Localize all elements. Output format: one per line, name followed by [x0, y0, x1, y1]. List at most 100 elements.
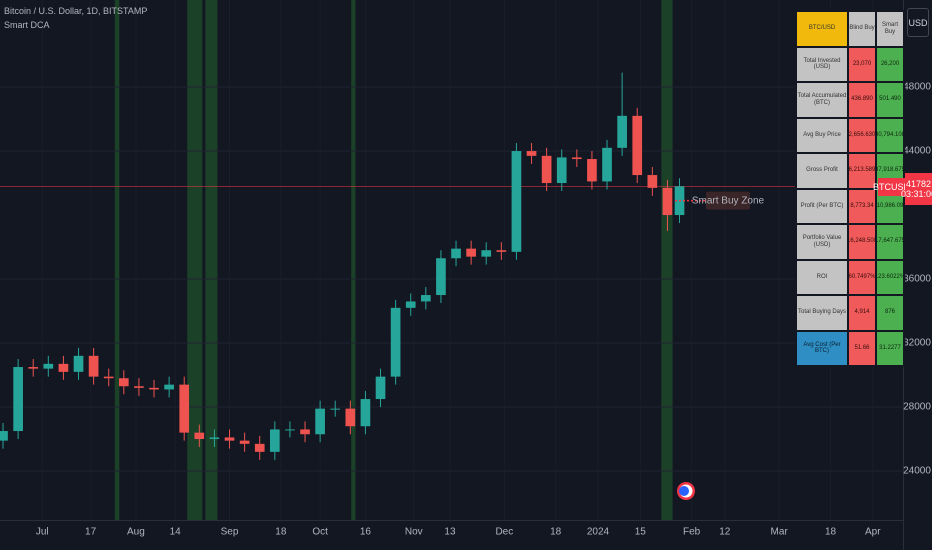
- x-tick-label: Mar: [771, 527, 789, 538]
- price-tag-countdown: 03:31:06: [900, 188, 932, 199]
- table-cell: 436.890: [848, 82, 876, 118]
- candle-body: [285, 429, 295, 431]
- candle-body: [58, 363, 69, 372]
- symbol-title: Bitcoin / U.S. Dollar, 1D, BITSTAMP: [4, 6, 148, 16]
- candle-body: [496, 250, 507, 252]
- buy-zone: [661, 0, 673, 520]
- row-label: Avg Cost (Per BTC): [796, 330, 848, 366]
- candle-body: [224, 437, 235, 441]
- x-tick-label: 18: [550, 527, 562, 538]
- currency-button[interactable]: USD: [907, 8, 929, 37]
- x-tick-label: 17: [85, 527, 97, 538]
- smart-buy-label: Smart Buy Zone: [692, 195, 765, 206]
- row-label: Total Buying Days: [796, 295, 848, 331]
- x-tick-label: Aug: [127, 527, 145, 538]
- table-cell: 501.490: [876, 82, 904, 118]
- candle-body: [330, 408, 341, 410]
- table-cell: 60.7497%: [848, 259, 876, 295]
- x-tick-label: Jul: [36, 527, 49, 538]
- y-tick-label: 44000: [903, 146, 931, 157]
- candle-body: [149, 387, 159, 390]
- candle-body: [103, 376, 114, 379]
- row-label: Avg Buy Price: [796, 117, 848, 153]
- table-cell: 31.2277: [876, 330, 904, 366]
- candle-body: [587, 159, 597, 182]
- smart-buy-box: [706, 191, 750, 210]
- price-tag-symbol: BTCUSD: [873, 177, 910, 196]
- candle-body: [451, 248, 461, 259]
- x-tick-label: 16: [360, 527, 372, 538]
- table-cell: 8,773.34: [848, 188, 876, 224]
- row-label: Portfolio Value (USD): [796, 224, 848, 260]
- y-tick-label: 24000: [903, 466, 931, 477]
- candle-body: [28, 367, 39, 369]
- x-tick-label: 18: [275, 527, 287, 538]
- price-tag-value: 41782: [905, 178, 932, 189]
- candle-body: [405, 301, 416, 308]
- candle-body: [164, 384, 174, 390]
- candle-body: [269, 429, 280, 452]
- candle-body: [617, 115, 627, 148]
- candle-body: [254, 443, 265, 452]
- event-flag: [677, 482, 695, 500]
- x-tick-label: 2024: [587, 527, 610, 538]
- buy-zone: [205, 0, 218, 520]
- table-header: Smart Buy: [876, 11, 904, 47]
- x-tick-label: Oct: [312, 527, 328, 538]
- x-tick-label: Sep: [221, 527, 239, 538]
- candle-body: [647, 175, 658, 188]
- candle-body: [481, 250, 492, 257]
- candle-body: [390, 307, 401, 377]
- x-tick-label: Dec: [495, 527, 513, 538]
- candle-body: [436, 258, 446, 296]
- row-label: ROI: [796, 259, 848, 295]
- candle-body: [420, 295, 431, 302]
- candle-body: [360, 399, 371, 427]
- row-label: Total Invested (USD): [796, 46, 848, 82]
- candle-body: [73, 355, 84, 372]
- table-header: BTC/USD: [796, 11, 848, 47]
- x-tick-label: 15: [635, 527, 647, 538]
- candle-body: [526, 151, 537, 156]
- x-tick-label: Nov: [405, 527, 423, 538]
- table-cell: 51.66: [848, 330, 876, 366]
- candle-body: [662, 187, 673, 216]
- candle-body: [194, 432, 205, 440]
- candle-body: [0, 431, 8, 441]
- candle-body: [572, 157, 582, 160]
- candle-body: [239, 440, 250, 444]
- candle-body: [134, 386, 144, 388]
- candle-body: [118, 378, 129, 387]
- x-tick-label: 13: [444, 527, 456, 538]
- candle-body: [466, 248, 476, 257]
- candle-body: [375, 376, 386, 400]
- table-cell: 30,794.108: [876, 117, 904, 153]
- table-cell: 36,213.5892: [848, 153, 876, 189]
- row-label: Profit (Per BTC): [796, 188, 848, 224]
- candle-body: [541, 155, 552, 184]
- indicator-name[interactable]: Smart DCA: [4, 20, 50, 30]
- row-label: Gross Profit: [796, 153, 848, 189]
- table-cell: 32,656.6300: [848, 117, 876, 153]
- candle-body: [345, 408, 356, 427]
- candle-body: [43, 363, 54, 369]
- y-tick-label: 36000: [903, 274, 931, 285]
- candle-body: [179, 384, 190, 433]
- table-header: Blind Buy: [848, 11, 876, 47]
- table-cell: 17,647.675: [876, 224, 904, 260]
- candle-body: [300, 429, 310, 435]
- x-tick-label: 14: [170, 527, 182, 538]
- price-tag: 41782 03:31:06: [901, 172, 932, 205]
- buy-zone: [114, 0, 120, 520]
- candle-body: [602, 147, 612, 182]
- row-label: Total Accumulated (BTC): [796, 82, 848, 118]
- buy-zone: [351, 0, 356, 520]
- candle-body: [13, 367, 23, 432]
- y-tick-label: 32000: [903, 338, 931, 349]
- candle-body: [556, 157, 567, 184]
- buy-zone: [187, 0, 203, 520]
- table-cell: 16,248.500: [848, 224, 876, 260]
- table-cell: 123.6022%: [876, 259, 904, 295]
- candle-body: [632, 115, 643, 176]
